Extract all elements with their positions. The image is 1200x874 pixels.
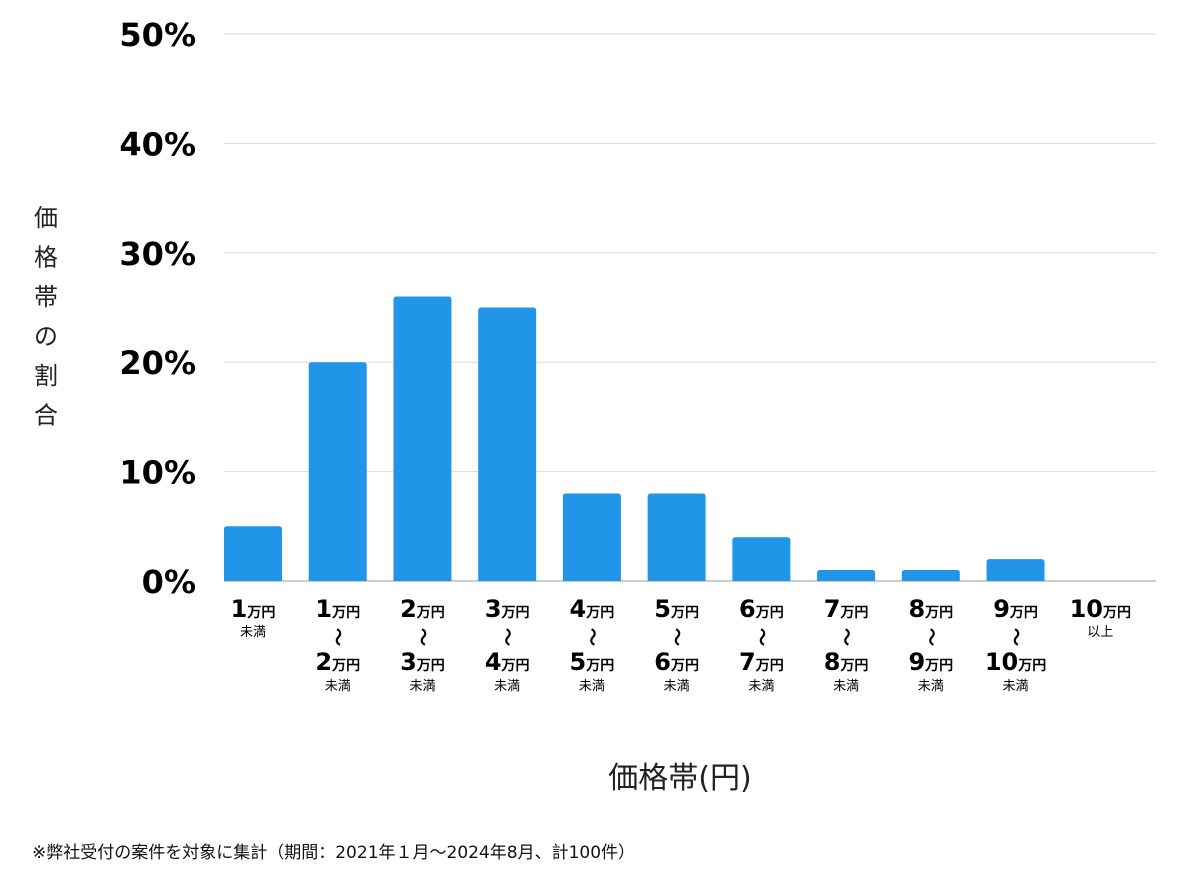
bar xyxy=(224,526,282,581)
x-tick-note: 未満 xyxy=(748,679,774,694)
x-tick-value: 4万円 xyxy=(485,648,530,676)
bar xyxy=(647,493,706,581)
range-separator: 〜 xyxy=(496,628,517,646)
x-tick-value: 3万円 xyxy=(485,595,530,623)
range-separator: 〜 xyxy=(411,628,432,646)
x-tick-note: 未満 xyxy=(664,679,690,694)
range-separator: 〜 xyxy=(750,628,771,646)
x-tick-value: 6万円 xyxy=(739,595,784,623)
x-tick-value: 5万円 xyxy=(654,595,699,623)
range-separator: 〜 xyxy=(666,628,687,646)
y-tick-label: 20% xyxy=(119,344,196,382)
footnote: ※弊社受付の案件を対象に集計（期間：2021年１月〜2024年8月、計100件） xyxy=(32,843,636,863)
y-tick-label: 30% xyxy=(119,235,196,273)
x-tick-value: 7万円 xyxy=(824,595,869,623)
y-tick-label: 40% xyxy=(119,125,196,163)
x-tick-value: 4万円 xyxy=(570,595,615,623)
y-axis-label: 価格帯の割合 xyxy=(34,204,58,430)
bar xyxy=(478,307,537,581)
bar xyxy=(986,559,1045,581)
x-tick-note: 未満 xyxy=(833,679,859,694)
x-tick-value: 9万円 xyxy=(908,648,953,676)
x-tick-value: 8万円 xyxy=(824,648,869,676)
x-tick-note: 以上 xyxy=(1087,625,1113,640)
x-tick-value: 10万円 xyxy=(1070,595,1131,623)
range-separator: 〜 xyxy=(327,628,348,646)
bar xyxy=(308,362,367,581)
x-tick-value: 3万円 xyxy=(400,648,445,676)
range-separator: 〜 xyxy=(920,628,941,646)
bar xyxy=(393,296,452,581)
bar xyxy=(562,493,621,581)
bar xyxy=(732,537,791,581)
x-axis-label: 価格帯(円) xyxy=(608,761,751,796)
x-tick-note: 未満 xyxy=(579,679,605,694)
x-tick-note: 未満 xyxy=(494,679,520,694)
x-tick-note: 未満 xyxy=(1003,679,1029,694)
x-tick-value: 7万円 xyxy=(739,648,784,676)
bar xyxy=(901,570,960,581)
x-tick-note: 未満 xyxy=(240,625,266,640)
x-tick-value: 8万円 xyxy=(908,595,953,623)
x-tick-value: 1万円 xyxy=(315,595,360,623)
x-tick-value: 9万円 xyxy=(993,595,1038,623)
x-tick-value: 2万円 xyxy=(400,595,445,623)
x-tick-value: 1万円 xyxy=(231,595,276,623)
x-tick-value: 10万円 xyxy=(985,648,1046,676)
y-tick-label: 0% xyxy=(142,563,196,601)
x-tick-note: 未満 xyxy=(918,679,944,694)
bar xyxy=(817,570,876,581)
y-tick-label: 10% xyxy=(119,454,196,492)
x-tick-note: 未満 xyxy=(325,679,351,694)
x-tick-value: 2万円 xyxy=(315,648,360,676)
y-tick-label: 50% xyxy=(119,16,196,54)
x-tick-value: 5万円 xyxy=(570,648,615,676)
x-tick-note: 未満 xyxy=(409,679,435,694)
range-separator: 〜 xyxy=(1005,628,1026,646)
x-tick-value: 6万円 xyxy=(654,648,699,676)
range-separator: 〜 xyxy=(581,628,602,646)
range-separator: 〜 xyxy=(835,628,856,646)
